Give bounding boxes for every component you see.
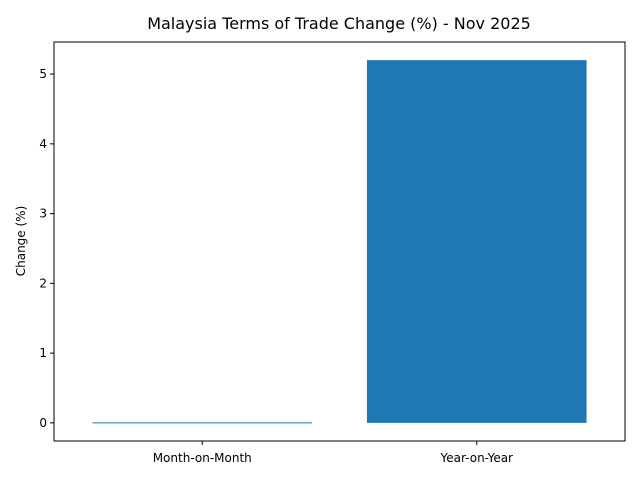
- bar-year-on-year: [366, 60, 587, 423]
- x-tick-label: Year-on-Year: [440, 451, 514, 465]
- y-tick-label: 5: [39, 67, 47, 81]
- chart-title: Malaysia Terms of Trade Change (%) - Nov…: [147, 14, 531, 33]
- y-tick-label: 0: [39, 416, 47, 430]
- y-axis: 0 1 2 3 4 5: [39, 67, 54, 430]
- y-tick-label: 1: [39, 346, 47, 360]
- y-tick-label: 3: [39, 207, 47, 221]
- y-tick-label: 4: [39, 137, 47, 151]
- x-tick-label: Month-on-Month: [153, 451, 252, 465]
- x-axis: Month-on-Month Year-on-Year: [153, 441, 513, 465]
- bar-month-on-month: [92, 422, 313, 424]
- plot-frame: [53, 41, 626, 442]
- y-tick-label: 2: [39, 276, 47, 290]
- bars: [92, 60, 587, 424]
- y-axis-label: Change (%): [14, 206, 28, 277]
